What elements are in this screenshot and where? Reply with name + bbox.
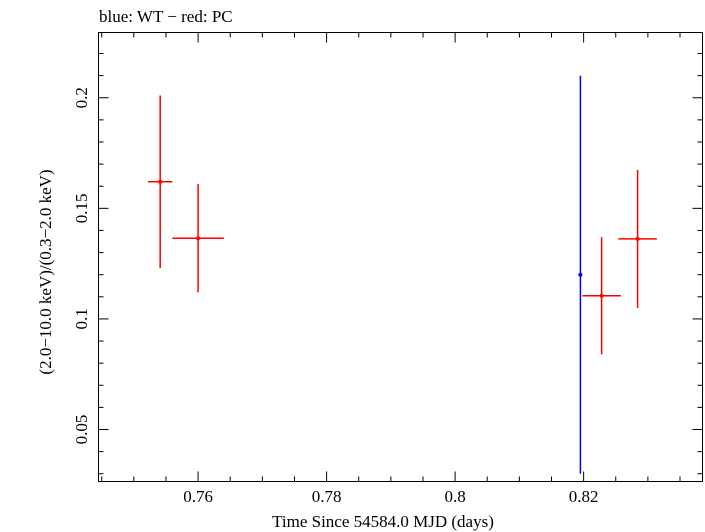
data-point — [599, 293, 604, 298]
x-axis-label: Time Since 54584.0 MJD (days) — [272, 512, 494, 531]
x-tick-label: 0.8 — [444, 487, 465, 506]
plot-frame — [98, 32, 703, 482]
y-tick-label: 0.15 — [72, 193, 91, 223]
y-tick-label: 0.05 — [72, 415, 91, 445]
x-tick-label: 0.82 — [569, 487, 599, 506]
x-tick-label: 0.76 — [183, 487, 213, 506]
tick-labels: 0.76 0.78 0.8 0.82 0.05 0.1 0.15 0.2 — [72, 87, 599, 506]
series-0 — [578, 75, 583, 474]
chart-title: blue: WT − red: PC — [99, 7, 233, 26]
data-marks — [147, 75, 657, 474]
data-point — [578, 272, 583, 277]
data-point — [196, 236, 201, 241]
axis-ticks — [98, 32, 703, 482]
series-1 — [147, 95, 657, 355]
y-tick-label: 0.1 — [72, 308, 91, 329]
data-point — [635, 236, 640, 241]
data-point — [158, 179, 163, 184]
y-axis-label: (2.0−10.0 keV)/(0.3−2.0 keV) — [36, 169, 55, 374]
y-tick-label: 0.2 — [72, 87, 91, 108]
x-tick-label: 0.78 — [312, 487, 342, 506]
